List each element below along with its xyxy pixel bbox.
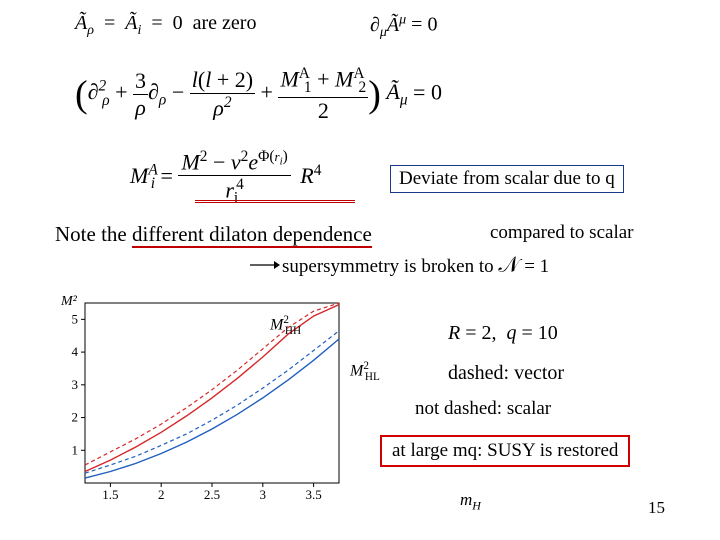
callout-large-mq-text: at large mq: SUSY is restored <box>392 440 618 461</box>
xlabel: mH <box>460 490 481 513</box>
svg-text:4: 4 <box>72 344 79 359</box>
susy-broken-text: supersymmetry is broken to 𝒩 = 1 <box>282 252 549 278</box>
eq-line1-right: ∂μÃμ = 0 <box>370 12 437 41</box>
note-line: Note the different dilaton dependence <box>55 222 372 247</box>
red-double-underline <box>195 200 355 203</box>
label-mhl: M2HL <box>350 360 380 383</box>
compared-text: compared to scalar <box>490 222 633 244</box>
eq-line2: (∂2ρ + 3 ρ ∂ρ − l(l + 2) ρ2 + MA1 + MA2 … <box>75 65 442 124</box>
svg-text:3: 3 <box>260 487 267 502</box>
label-mhh: M2HH <box>270 314 301 337</box>
svg-text:2: 2 <box>72 410 79 425</box>
r-q-text: R = 2, q = 10 <box>448 322 558 345</box>
svg-text:3.5: 3.5 <box>305 487 321 502</box>
svg-text:5: 5 <box>72 311 79 326</box>
mass-chart: 1 2 3 4 5 1.5 2 2.5 3 3.5 M² <box>55 295 345 505</box>
page-number: 15 <box>648 498 665 518</box>
chart-svg: 1 2 3 4 5 1.5 2 2.5 3 3.5 M² <box>55 295 345 505</box>
dashed-vector-text: dashed: vector <box>448 362 564 385</box>
callout-deviate-text: Deviate from scalar due to q <box>399 168 615 189</box>
svg-text:2.5: 2.5 <box>204 487 220 502</box>
svg-text:M²: M² <box>60 295 78 309</box>
svg-text:1: 1 <box>72 442 79 457</box>
callout-deviate: Deviate from scalar due to q <box>390 165 624 193</box>
callout-large-mq: at large mq: SUSY is restored <box>380 435 630 467</box>
svg-text:3: 3 <box>72 377 79 392</box>
eq-line1-left: Ãρ = Ãi = 0 are zero <box>75 12 256 39</box>
not-dashed-text: not dashed: scalar <box>415 398 551 420</box>
arrow-marker <box>250 258 280 277</box>
svg-text:1.5: 1.5 <box>102 487 118 502</box>
svg-text:2: 2 <box>158 487 165 502</box>
